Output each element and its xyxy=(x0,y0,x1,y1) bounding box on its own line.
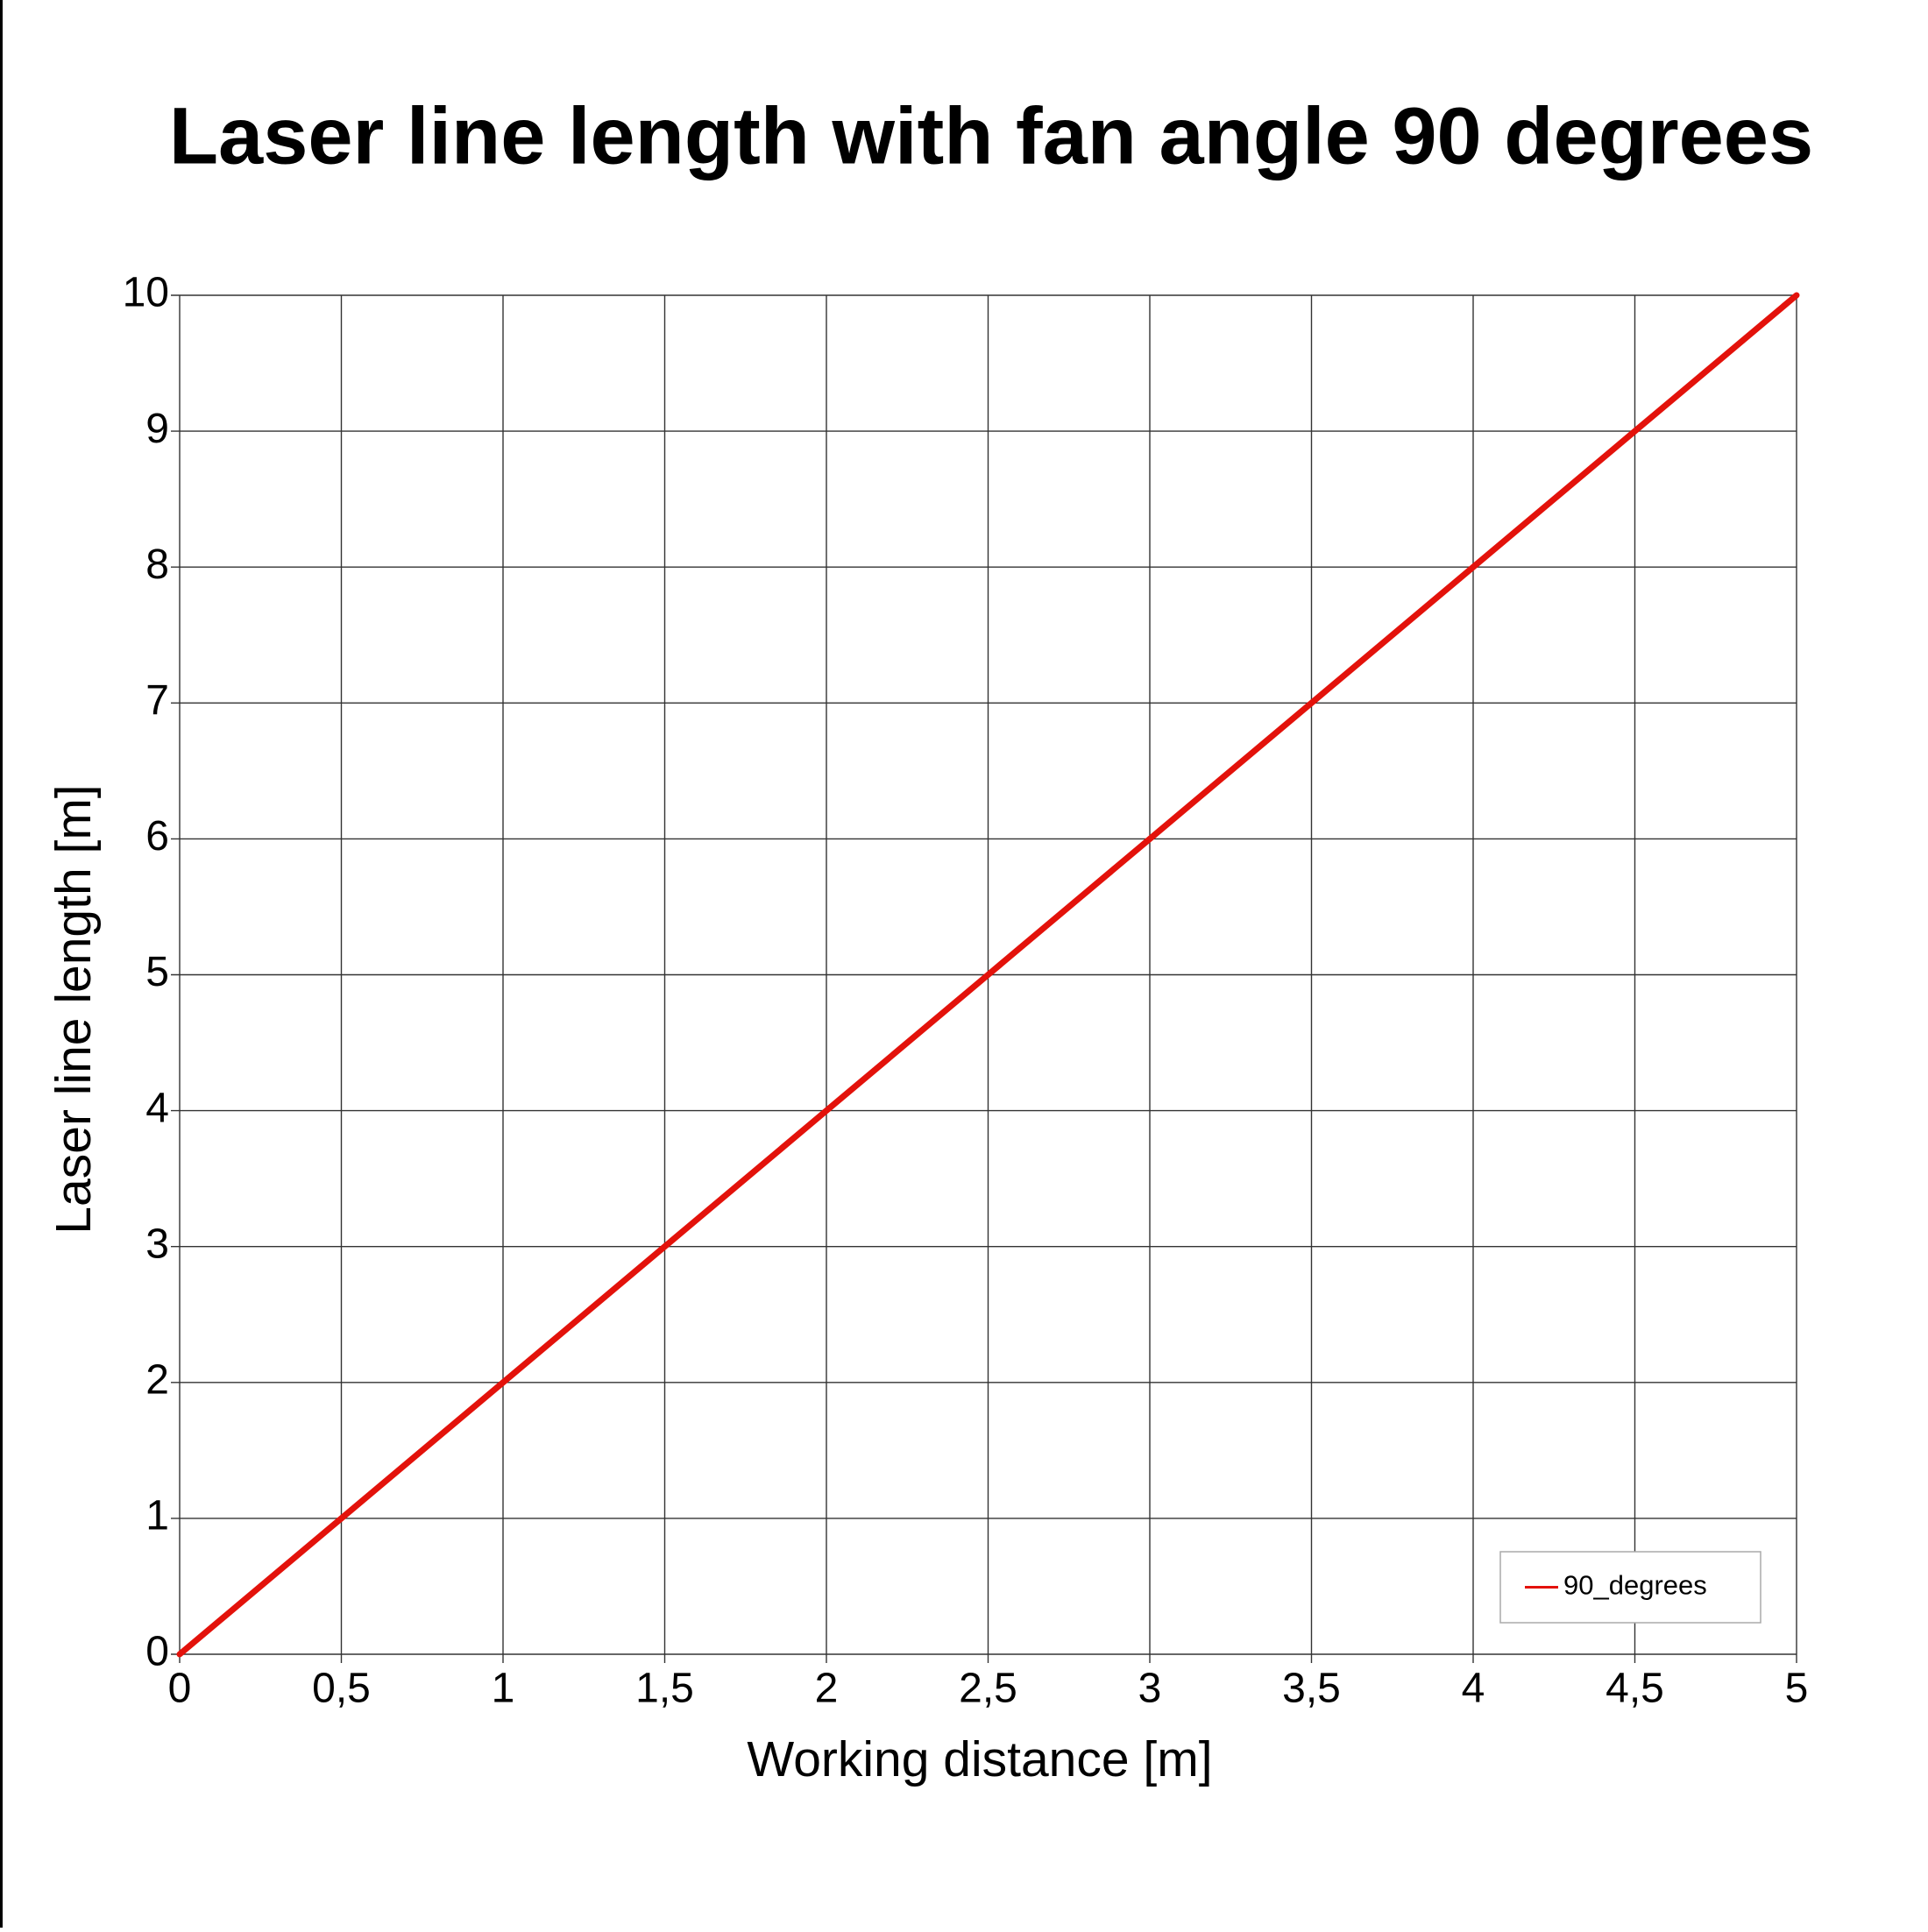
x-tick-label: 5 xyxy=(1785,1666,1809,1712)
x-tick-label: 2 xyxy=(815,1666,839,1712)
y-tick-label: 1 xyxy=(145,1493,169,1539)
legend-label: 90_degrees xyxy=(1563,1570,1707,1601)
x-tick-label: 3 xyxy=(1138,1666,1162,1712)
x-tick-label: 4,5 xyxy=(1605,1666,1664,1712)
y-tick-label: 0 xyxy=(145,1629,169,1675)
y-tick-label: 8 xyxy=(145,541,169,588)
x-tick-label: 2,5 xyxy=(959,1666,1017,1712)
x-tick-label: 4 xyxy=(1462,1666,1485,1712)
y-tick-label: 6 xyxy=(145,813,169,860)
y-tick-label: 5 xyxy=(145,949,169,995)
y-tick-label: 9 xyxy=(145,406,169,452)
chart-title: Laser line length with fan angle 90 degr… xyxy=(169,91,1813,180)
x-tick-label: 0 xyxy=(168,1666,192,1712)
x-axis-title: Working distance [m] xyxy=(747,1731,1212,1787)
x-tick-label: 1 xyxy=(492,1666,515,1712)
y-axis-title: Laser line length [m] xyxy=(46,784,102,1234)
x-tick-label: 0,5 xyxy=(312,1666,371,1712)
y-tick-label: 4 xyxy=(145,1085,169,1131)
y-tick-label: 2 xyxy=(145,1356,169,1403)
y-tick-label: 3 xyxy=(145,1221,169,1267)
y-tick-label: 7 xyxy=(145,677,169,724)
x-tick-label: 1,5 xyxy=(635,1666,694,1712)
y-tick-label: 10 xyxy=(123,270,169,316)
data-line xyxy=(176,292,1800,1658)
x-tick-label: 3,5 xyxy=(1282,1666,1341,1712)
